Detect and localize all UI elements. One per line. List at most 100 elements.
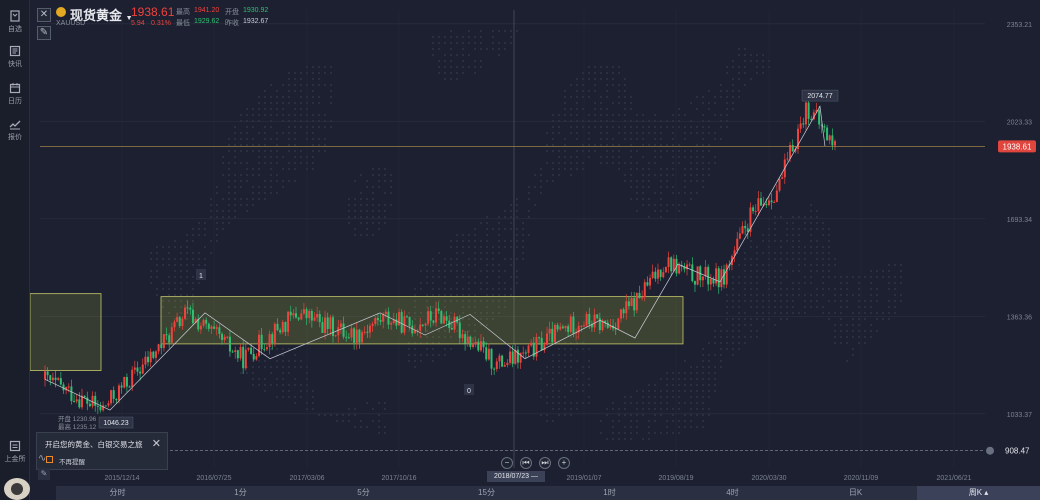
tab-1tick[interactable]: 分时	[109, 488, 126, 497]
candle-body	[485, 347, 488, 360]
last-price: 1938.61	[131, 5, 175, 19]
sidebar-item-exchange[interactable]: 上金所	[0, 440, 30, 464]
alert-price-tag: 908.47	[1005, 447, 1030, 456]
candle-body	[440, 311, 443, 324]
world-map-dots	[150, 30, 902, 440]
candle-body	[466, 336, 469, 344]
indicator-toggle-button[interactable]: ∿	[38, 453, 52, 467]
candle-body	[789, 144, 792, 159]
candle-body	[144, 356, 147, 365]
sidebar-item-label: 上金所	[4, 456, 26, 463]
sidebar-item-calendar[interactable]: 日历	[0, 82, 30, 106]
candle-body	[493, 368, 496, 370]
candle-body	[162, 334, 165, 349]
candle-body	[51, 377, 54, 381]
candle-body	[239, 346, 242, 359]
edit-tool-button[interactable]: ✎	[38, 468, 50, 480]
x-tick-label: 2019/01/07	[566, 475, 601, 482]
candle-body	[398, 312, 401, 326]
current-price-tag: 1938.61	[1003, 142, 1032, 151]
candle-body	[353, 328, 356, 343]
candle-body	[477, 341, 480, 351]
candle-body	[147, 356, 150, 363]
candle-body	[561, 326, 564, 329]
sidebar-item-quotes[interactable]: 报价	[0, 118, 30, 142]
candle-body	[308, 311, 311, 319]
candle-body	[324, 317, 327, 333]
dont-remind-checkbox[interactable]	[46, 456, 53, 463]
marker-0-bg	[464, 384, 474, 395]
candle-body	[176, 317, 179, 322]
candle-body	[469, 336, 472, 347]
tab-5min[interactable]: 5分	[357, 488, 370, 497]
candle-body	[408, 317, 411, 326]
tab-4hour[interactable]: 4时	[726, 488, 739, 497]
candle-body	[292, 313, 295, 316]
zoom-in-button[interactable]: +	[558, 457, 570, 469]
candle-body	[271, 334, 274, 344]
symbol-title[interactable]: 现货黄金 ▼	[70, 5, 133, 24]
zoom-out-button[interactable]: −	[501, 457, 513, 469]
candle-body	[794, 149, 797, 152]
candle-body	[136, 367, 139, 372]
candle-body	[334, 335, 337, 337]
tab-1min[interactable]: 1分	[234, 488, 247, 497]
candle-body	[509, 351, 512, 363]
candle-body	[664, 267, 667, 273]
candle-body	[461, 334, 464, 339]
avatar[interactable]	[4, 478, 30, 500]
tab-daily[interactable]: 日K	[848, 488, 863, 497]
candle-body	[635, 292, 638, 311]
candle-body	[641, 297, 644, 299]
candle-body	[450, 327, 453, 330]
y-tick-label: 2353.21	[1007, 22, 1032, 29]
candle-body	[131, 369, 134, 387]
bell-icon	[986, 446, 994, 455]
candle-body	[487, 348, 490, 360]
candle-body	[247, 347, 250, 350]
promo-close-button[interactable]: ✕	[152, 437, 161, 450]
candle-body	[117, 385, 120, 401]
scroll-left-button[interactable]: ⏮	[520, 457, 532, 469]
plus-icon: +	[561, 458, 567, 467]
tab-weekly[interactable]: 周K ▴	[917, 486, 1040, 500]
trough-label-bg	[98, 416, 134, 429]
candle-body	[442, 316, 445, 324]
candle-body	[427, 311, 430, 324]
candle-body	[686, 264, 689, 270]
candle-body	[456, 316, 459, 323]
candle-body	[828, 135, 831, 141]
candle-body	[596, 314, 599, 319]
scroll-right-button[interactable]: ⏭	[539, 457, 551, 469]
candle-body	[659, 269, 662, 278]
candle-body	[564, 326, 567, 329]
candle-body	[548, 328, 551, 334]
close-chart-button[interactable]: ✕	[37, 8, 51, 22]
candle-body	[86, 397, 89, 404]
candle-body	[717, 268, 720, 288]
sidebar-item-news[interactable]: 快讯	[0, 45, 30, 69]
draw-tool-button[interactable]: ✎	[37, 26, 51, 40]
tab-1hour[interactable]: 1时	[603, 488, 616, 497]
bookmark-icon	[10, 10, 20, 22]
candle-body	[287, 311, 290, 332]
candle-body	[413, 330, 416, 334]
sidebar-item-label: 日历	[8, 98, 22, 105]
candle-body	[54, 377, 57, 380]
candle-body	[530, 342, 533, 346]
tab-15min[interactable]: 15分	[478, 488, 495, 497]
sidebar-item-label: 报价	[8, 134, 22, 141]
candle-body	[215, 327, 218, 329]
candle-body	[834, 141, 836, 146]
skip-forward-icon: ⏭	[541, 458, 549, 467]
candle-body	[165, 334, 168, 336]
candle-body	[120, 385, 123, 388]
price-chart[interactable]: 2353.21 2023.33 1693.34 1363.36 1033.37 2015/…	[30, 0, 1040, 486]
candle-body	[268, 334, 271, 348]
chevron-down-icon[interactable]: ▼	[125, 15, 133, 22]
sidebar-item-watchlist[interactable]: 自选	[0, 10, 30, 34]
candle-body	[149, 351, 152, 363]
tab-weekly-label: 周K	[968, 488, 983, 497]
candle-body	[804, 102, 807, 125]
candle-body	[572, 316, 575, 334]
